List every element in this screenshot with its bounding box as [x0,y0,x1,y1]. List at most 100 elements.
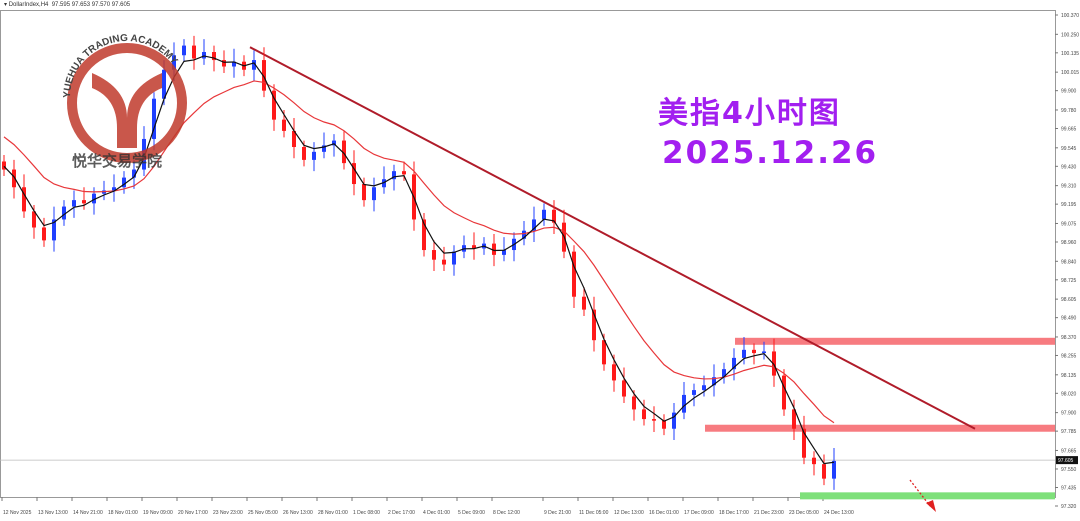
candle-body [52,219,56,241]
y-tick-label: 99.665 [1061,126,1077,132]
candle-body [402,171,406,175]
candle-body [322,145,326,152]
candle-body [762,351,766,354]
candle-body [92,193,96,204]
x-tick-label: 12 Nov 2025 [3,510,32,516]
trendline [249,46,976,430]
x-tick-label: 24 Dec 13:00 [824,510,854,516]
candle-body [792,409,796,429]
candle-body [362,184,366,201]
candle-body [22,187,26,212]
y-tick-label: 97.435 [1061,485,1077,491]
candle-body [132,169,136,178]
y-tick-label: 99.075 [1061,221,1077,227]
y-tick-label: 98.020 [1061,391,1077,397]
candle-body [62,206,66,220]
candle-body [252,60,256,70]
candle-body [302,147,306,160]
x-tick-label: 23 Nov 23:00 [213,510,243,516]
candle-body [312,151,316,160]
x-tick-label: 14 Nov 21:00 [73,510,103,516]
candle-body [712,377,716,386]
y-tick-label: 98.605 [1061,297,1077,303]
x-tick-label: 11 Dec 05:00 [579,510,609,516]
x-tick-label: 25 Nov 05:00 [248,510,278,516]
x-tick-label: 5 Dec 09:00 [458,510,485,516]
candle-body [262,60,266,91]
collapse-icon[interactable]: ▾ [4,2,9,8]
fast-moving-average [3,55,835,465]
x-tick-label: 21 Dec 23:00 [754,510,784,516]
candle-body [572,251,576,297]
y-tick-label: 99.310 [1061,184,1077,190]
candle-body [692,390,696,395]
candle-body [292,130,296,148]
candle-body [282,119,286,131]
candle-body [822,464,826,479]
x-tick-label: 2 Dec 17:00 [388,510,415,516]
candle-body [732,357,736,370]
candle-body [432,250,436,260]
candle-body [122,177,126,188]
candle-body [32,211,36,228]
y-tick-label: 98.840 [1061,259,1077,265]
academy-logo: YUEHUA TRADING ACADEMY 悦华交易学院 [62,33,187,168]
candle-body [602,340,606,365]
slow-moving-average [3,80,835,424]
y-tick-label: 97.785 [1061,429,1077,435]
support-zone [800,492,1055,500]
candle-body [392,171,396,180]
candle-body [472,245,476,249]
candle-body [332,140,336,146]
x-tick-label: 13 Nov 13:00 [38,510,68,516]
current-price-label: 97.605 [1058,458,1074,464]
x-tick-label: 9 Dec 21:00 [544,510,571,516]
x-tick-label: 16 Dec 01:00 [649,510,679,516]
y-tick-label: 97.550 [1061,467,1077,473]
x-tick-label: 12 Dec 13:00 [614,510,644,516]
y-tick-label: 99.900 [1061,89,1077,95]
y-tick-label: 99.195 [1061,202,1077,208]
candle-body [812,457,816,465]
candle-body [172,55,176,70]
candle-body [72,200,76,207]
y-tick-label: 99.545 [1061,146,1077,152]
candle-body [592,309,596,341]
candle-body [152,98,156,139]
y-tick-label: 97.665 [1061,448,1077,454]
svg-text:悦华交易学院: 悦华交易学院 [72,152,162,168]
candle-body [642,409,646,420]
candle-body [662,420,666,429]
x-tick-label: 23 Dec 05:00 [789,510,819,516]
candle-body [42,227,46,241]
candle-body [382,179,386,188]
y-tick-label: 97.900 [1061,411,1077,417]
x-tick-label: 4 Dec 01:00 [423,510,450,516]
candle-body [342,140,346,164]
candle-body [772,351,776,376]
y-tick-label: 100.370 [1061,13,1079,19]
candle-body [182,45,186,56]
candle-body [752,349,756,354]
ohlc-values: 97.595 97.653 97.570 97.605 [51,2,131,8]
candle-body [112,187,116,191]
candle-body [802,428,806,458]
y-tick-label: 98.370 [1061,335,1077,341]
candle-body [492,243,496,255]
x-tick-label: 20 Nov 17:00 [178,510,208,516]
y-tick-label: 100.135 [1061,51,1079,57]
candle-body [192,45,196,59]
candle-body [582,296,586,310]
candle-body [442,259,446,265]
y-tick-label: 98.135 [1061,373,1077,379]
overlay-title: 美指4小时图 [658,96,841,131]
candle-body [272,90,276,120]
x-tick-label: 19 Nov 09:00 [143,510,173,516]
y-tick-label: 99.430 [1061,164,1077,170]
candle-body [232,61,236,67]
x-tick-label: 18 Nov 01:00 [108,510,138,516]
y-tick-label: 100.015 [1061,70,1079,76]
x-tick-label: 1 Dec 08:00 [353,510,380,516]
candle-body [722,369,726,378]
